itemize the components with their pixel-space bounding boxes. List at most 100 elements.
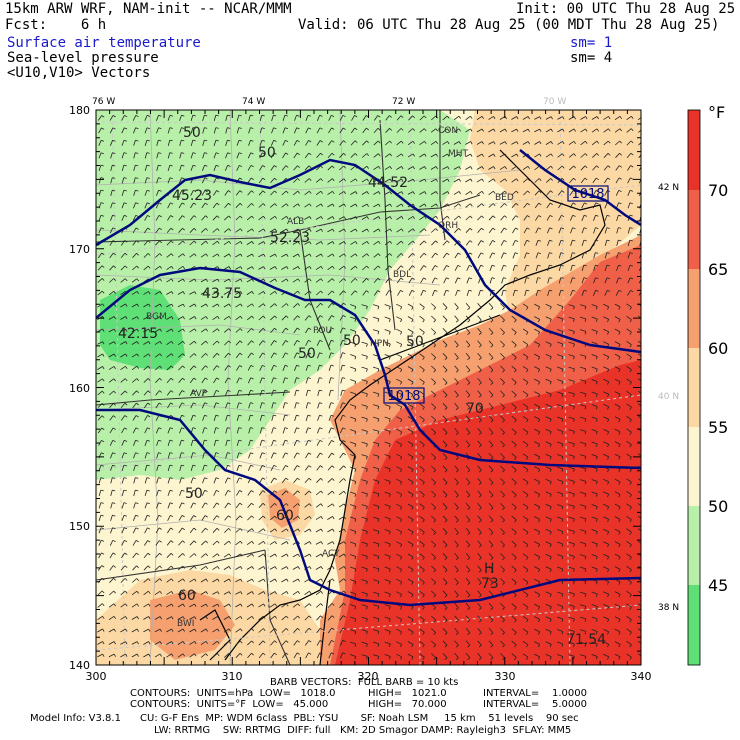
wind-barb <box>235 616 241 620</box>
wind-barb-flag <box>537 556 541 560</box>
wind-barb-flag <box>595 227 599 229</box>
wind-barb <box>557 304 563 307</box>
wind-barb-flag <box>354 418 357 422</box>
wind-barb <box>534 453 540 458</box>
wind-barb <box>155 540 160 546</box>
wind-barb <box>476 203 483 208</box>
wind-barb <box>384 404 391 407</box>
wind-barb-flag <box>469 252 473 255</box>
wind-barb-flag <box>377 153 381 157</box>
wind-barb-flag <box>400 619 403 623</box>
wind-barb <box>154 303 161 308</box>
wind-barb-flag <box>642 290 645 292</box>
wind-barb <box>259 352 263 359</box>
wind-barb-flag <box>101 278 105 281</box>
wind-barb <box>477 615 482 621</box>
wind-barb-flag <box>422 482 425 485</box>
wind-barb <box>315 590 322 596</box>
wind-barb-flag <box>561 306 564 310</box>
wind-barb-flag <box>411 277 415 280</box>
wind-barb <box>488 215 494 221</box>
wind-barb-flag <box>366 456 368 460</box>
wind-barb-flag <box>112 240 116 243</box>
wind-barb <box>522 490 529 496</box>
wind-barb <box>177 641 184 645</box>
wind-barb-flag <box>354 406 357 410</box>
wind-barb-flag <box>354 456 357 460</box>
wind-barb <box>431 240 436 246</box>
wind-barb-flag <box>193 390 197 393</box>
wind-barb <box>177 328 184 333</box>
wind-barb-flag <box>250 139 254 142</box>
wind-barb-flag <box>170 227 174 231</box>
wind-barb-flag <box>136 402 139 406</box>
wind-barb-flag <box>607 506 610 510</box>
wind-barb-flag <box>378 216 381 220</box>
wind-barb <box>120 341 126 345</box>
wind-barb <box>177 591 184 595</box>
wind-barb <box>626 453 632 458</box>
wind-barb-flag <box>194 616 197 620</box>
wind-barb-flag <box>377 140 381 144</box>
wind-barb <box>430 128 437 133</box>
wind-barb-flag <box>204 464 208 467</box>
wind-barb-flag <box>537 419 541 423</box>
wind-barb-flag <box>444 469 448 473</box>
wind-barb <box>384 329 391 332</box>
wind-barb-flag <box>503 264 507 267</box>
wind-barb <box>372 604 380 607</box>
wind-barb <box>477 640 482 646</box>
wind-barb <box>327 553 333 558</box>
wind-barb-flag <box>205 340 209 344</box>
wind-barb <box>568 629 575 632</box>
wind-barb <box>372 466 380 470</box>
wind-barb-flag <box>377 431 380 435</box>
wind-barb-flag <box>607 444 610 448</box>
wind-barb-flag <box>595 393 598 397</box>
pressure-label: 1018 <box>387 389 420 404</box>
wind-barb <box>155 253 160 258</box>
wind-barb-flag <box>573 568 575 572</box>
wind-barb-flag <box>411 606 414 610</box>
wind-barb-flag <box>549 227 553 230</box>
wind-barb-flag <box>158 477 162 479</box>
wind-barb <box>304 190 310 196</box>
wind-barb <box>614 653 621 658</box>
wind-barb-flag <box>136 303 139 307</box>
wind-barb <box>511 215 517 221</box>
wind-barb-flag <box>297 315 300 318</box>
wind-barb-flag <box>112 139 116 142</box>
wind-barb <box>201 202 206 209</box>
wind-barb <box>569 177 574 184</box>
wind-barb-flag <box>422 619 425 623</box>
wind-barb-flag <box>251 278 254 282</box>
wind-barb-flag <box>263 253 266 257</box>
wind-barb-flag <box>274 266 277 270</box>
wind-barb-flag <box>216 389 220 392</box>
wind-barb <box>235 566 241 570</box>
wind-barb <box>178 365 183 371</box>
wind-barb <box>212 353 218 358</box>
wind-barb-flag <box>422 532 425 535</box>
wind-barb-flag <box>618 581 621 585</box>
wind-barb-flag <box>147 215 151 218</box>
wind-barb-flag <box>400 481 403 485</box>
wind-barb-flag <box>526 544 529 548</box>
wind-barb-flag <box>630 165 634 168</box>
wind-barb <box>282 377 286 384</box>
wind-barb-flag <box>629 494 632 498</box>
wind-barb <box>304 465 310 471</box>
wind-barb <box>591 641 598 645</box>
wind-barb-flag <box>354 593 357 597</box>
wind-barb-flag <box>561 531 564 535</box>
wind-barb-flag <box>629 369 632 373</box>
wind-barb <box>202 152 205 159</box>
wind-barb-flag <box>125 603 128 607</box>
wind-barb <box>384 178 391 183</box>
wind-barb <box>488 390 494 396</box>
wind-barb-flag <box>618 556 621 560</box>
wind-barb <box>522 603 529 608</box>
wind-barb-flag <box>444 632 448 635</box>
wind-barb-flag <box>584 643 587 647</box>
wind-barb-flag <box>366 318 368 322</box>
